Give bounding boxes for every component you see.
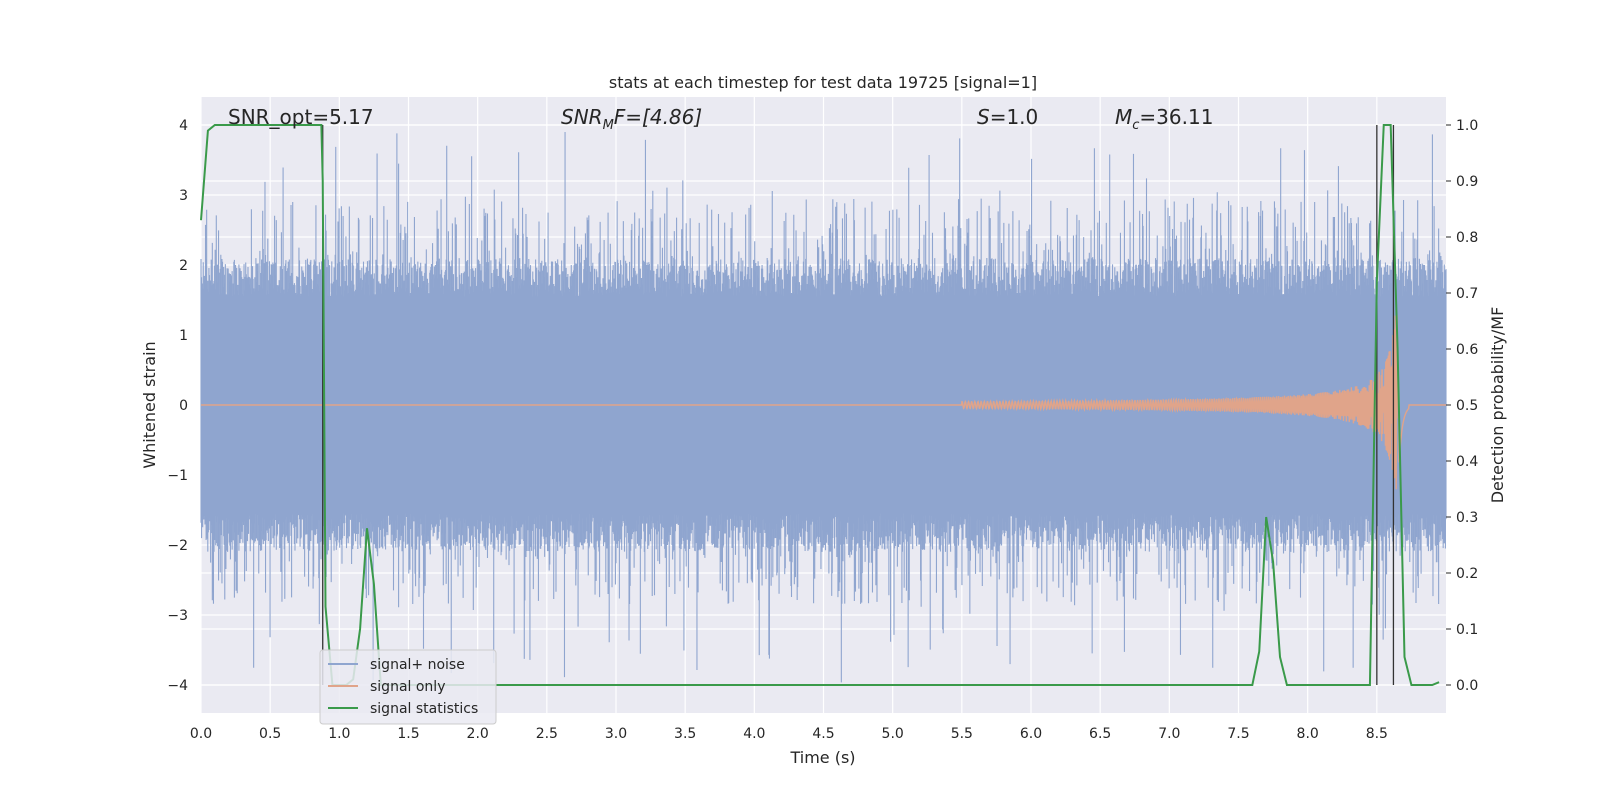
annotation-snr-mf: SNRMF=[4.86]: [561, 105, 702, 133]
annotation-snr-mf-tail: F=[4.86]: [614, 105, 702, 129]
x-tick-label: 3.5: [674, 726, 696, 742]
annotation-snr-opt: SNR_opt=5.17: [228, 105, 374, 129]
series-signal-only: [201, 314, 1446, 490]
legend-label-signal-only: signal only: [370, 679, 445, 695]
y-right-tick-label: 0.9: [1456, 174, 1478, 190]
y-right-tick-label: 0.4: [1456, 454, 1478, 470]
y-left-tick-label: 4: [179, 118, 188, 134]
y-left-axis-label: Whitened strain: [140, 341, 159, 468]
x-tick-label: 2.5: [536, 726, 558, 742]
y-left-tick-label: 0: [179, 398, 188, 414]
y-right-tick-label: 0.3: [1456, 510, 1478, 526]
x-tick-label: 6.0: [1020, 726, 1042, 742]
annotation-snr-mf-sub: M: [603, 118, 614, 133]
x-tick-label: 3.0: [605, 726, 627, 742]
signal-trace: [201, 314, 1446, 490]
x-tick-label: 5.0: [882, 726, 904, 742]
annotation-snr-mf-main: SNR: [561, 105, 603, 129]
annotation-s: S=1.0: [977, 105, 1038, 129]
legend-box: [319, 649, 497, 725]
y-right-axis-label: Detection probability/MF: [1488, 307, 1507, 504]
y-right-tick-label: 0.5: [1456, 398, 1478, 414]
y-right-tick-label: 0.1: [1456, 622, 1478, 638]
series-signal-statistics: [200, 124, 1440, 686]
x-tick-label: 4.0: [743, 726, 765, 742]
annotation-mc-main: M: [1115, 105, 1132, 129]
x-tick-label: 1.5: [397, 726, 419, 742]
chart-title: stats at each timestep for test data 197…: [609, 73, 1037, 92]
y-right-tick-label: 0.6: [1456, 342, 1478, 358]
y-right-tick-label: 0.8: [1456, 230, 1478, 246]
x-tick-label: 0.0: [190, 726, 212, 742]
y-right-tick-label: 1.0: [1456, 118, 1478, 134]
x-tick-label: 7.0: [1158, 726, 1180, 742]
y-right-tick-label: 0.7: [1456, 286, 1478, 302]
annotation-mc-tail: =36.11: [1139, 105, 1213, 129]
y-left-tick-label: −1: [167, 468, 188, 484]
x-tick-label: 8.0: [1297, 726, 1319, 742]
legend: signal+ noise signal only signal statist…: [319, 649, 497, 725]
y-left-tick-label: 2: [179, 258, 188, 274]
y-right-tick-label: 0.0: [1456, 678, 1478, 694]
annotation-s-main: S: [977, 105, 990, 129]
x-tick-label: 4.5: [812, 726, 834, 742]
y-left-tick-label: −2: [167, 538, 188, 554]
x-tick-label: 6.5: [1089, 726, 1111, 742]
x-tick-label: 8.5: [1366, 726, 1388, 742]
y-left-axis-ticks: 4 3 2 1 0 −1 −2 −3 −4: [167, 118, 188, 694]
annotation-mc-sub: c: [1132, 118, 1139, 133]
legend-label-signal-statistics: signal statistics: [370, 701, 478, 717]
x-tick-label: 5.5: [951, 726, 973, 742]
y-left-tick-label: 3: [179, 188, 188, 204]
y-right-tick-label: 0.2: [1456, 566, 1478, 582]
annotation-s-tail: =1.0: [990, 105, 1039, 129]
x-axis-label: Time (s): [789, 748, 855, 767]
y-left-tick-label: 1: [179, 328, 188, 344]
x-tick-label: 2.0: [467, 726, 489, 742]
annotation-mc: Mc=36.11: [1115, 105, 1213, 133]
legend-label-signal-plus-noise: signal+ noise: [370, 657, 465, 673]
x-tick-label: 0.5: [259, 726, 281, 742]
statistics-trace: [200, 124, 1440, 686]
y-left-tick-label: −3: [167, 608, 188, 624]
x-tick-label: 1.0: [328, 726, 350, 742]
x-axis-ticks: 0.0 0.5 1.0 1.5 2.0 2.5 3.0 3.5 4.0 4.5 5.0 5.5 6.0 6…: [190, 726, 1388, 742]
x-tick-label: 7.5: [1227, 726, 1249, 742]
y-right-axis-ticks: 1.0 0.9 0.8 0.7 0.6 0.5 0.4 0.3 0.2 0.1 0.0: [1446, 118, 1478, 694]
y-left-tick-label: −4: [167, 678, 188, 694]
